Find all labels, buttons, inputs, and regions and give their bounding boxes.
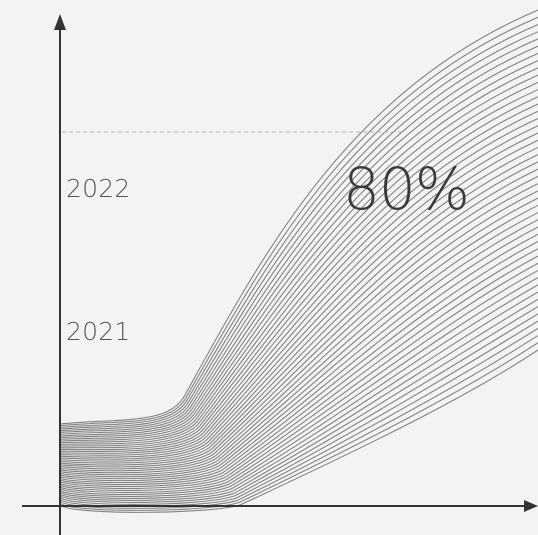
year-label-2021: 2021 xyxy=(66,319,130,344)
wave-line xyxy=(60,97,538,445)
wave-line-bundle xyxy=(60,10,538,512)
percentage-label: 80% xyxy=(343,160,469,218)
year-label-2022: 2022 xyxy=(66,176,130,201)
wave-line xyxy=(60,46,538,432)
x-axis-arrow-icon xyxy=(524,500,538,512)
wave-line xyxy=(60,328,538,506)
y-axis-arrow-icon xyxy=(54,14,66,30)
wave-line xyxy=(60,68,538,438)
